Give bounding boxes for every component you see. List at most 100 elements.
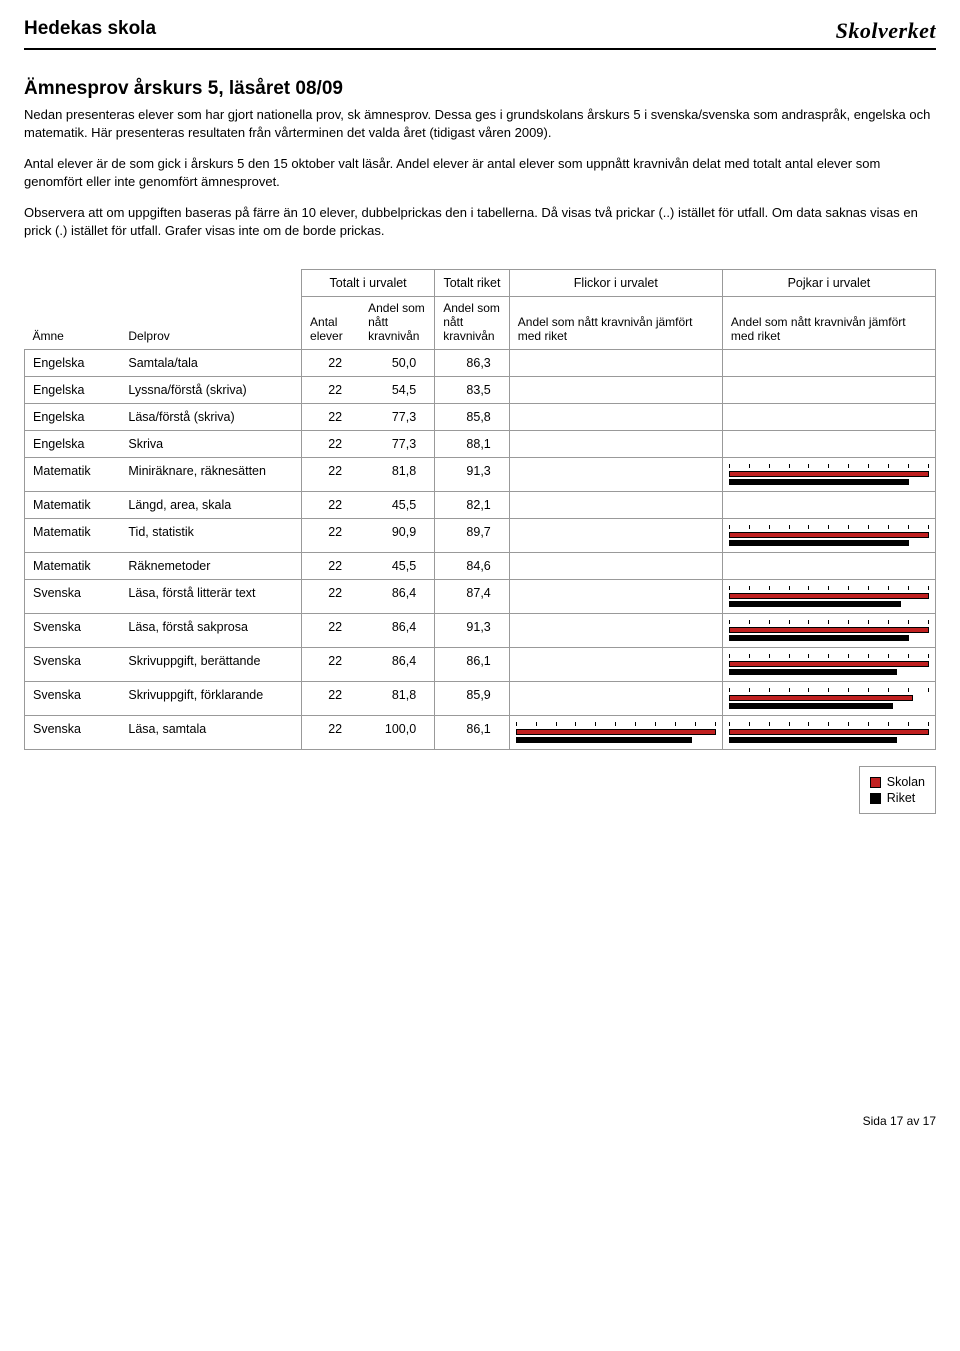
legend-skolan: Skolan bbox=[887, 775, 925, 789]
cell-andel-urval: 45,5 bbox=[360, 492, 435, 519]
cell-delprov: Lyssna/förstå (skriva) bbox=[120, 377, 301, 404]
cell-antal: 22 bbox=[302, 716, 361, 750]
table-row: Engelska Samtala/tala 22 50,0 86,3 bbox=[25, 350, 936, 377]
cell-andel-riket: 86,1 bbox=[435, 648, 510, 682]
cell-pojkar-chart bbox=[722, 553, 935, 580]
cell-delprov: Miniräknare, räknesätten bbox=[120, 458, 301, 492]
cell-amne: Svenska bbox=[25, 716, 121, 750]
cell-flickor-chart bbox=[509, 492, 722, 519]
cell-andel-riket: 91,3 bbox=[435, 458, 510, 492]
cell-andel-urval: 45,5 bbox=[360, 553, 435, 580]
cell-antal: 22 bbox=[302, 350, 361, 377]
cell-pojkar-chart bbox=[722, 404, 935, 431]
cell-andel-riket: 88,1 bbox=[435, 431, 510, 458]
table-row: Matematik Tid, statistik 22 90,9 89,7 bbox=[25, 519, 936, 553]
cell-pojkar-chart bbox=[722, 682, 935, 716]
cell-antal: 22 bbox=[302, 553, 361, 580]
cell-pojkar-chart bbox=[722, 580, 935, 614]
cell-andel-urval: 86,4 bbox=[360, 614, 435, 648]
cell-amne: Engelska bbox=[25, 431, 121, 458]
cell-andel-riket: 83,5 bbox=[435, 377, 510, 404]
page-header: Hedekas skola Skolverket bbox=[24, 18, 936, 50]
th-andel-urval: Andel som nått kravnivån bbox=[360, 297, 435, 350]
cell-andel-riket: 86,3 bbox=[435, 350, 510, 377]
cell-delprov: Läsa, förstå sakprosa bbox=[120, 614, 301, 648]
cell-flickor-chart bbox=[509, 648, 722, 682]
cell-delprov: Skrivuppgift, berättande bbox=[120, 648, 301, 682]
cell-pojkar-chart bbox=[722, 614, 935, 648]
cell-delprov: Längd, area, skala bbox=[120, 492, 301, 519]
cell-andel-urval: 54,5 bbox=[360, 377, 435, 404]
cell-andel-urval: 81,8 bbox=[360, 682, 435, 716]
cell-delprov: Läsa, samtala bbox=[120, 716, 301, 750]
cell-amne: Svenska bbox=[25, 580, 121, 614]
th-antal: Antal elever bbox=[302, 297, 361, 350]
cell-delprov: Läsa, förstå litterär text bbox=[120, 580, 301, 614]
intro-p1: Nedan presenteras elever som har gjort n… bbox=[24, 106, 936, 141]
cell-flickor-chart bbox=[509, 682, 722, 716]
cell-andel-riket: 85,9 bbox=[435, 682, 510, 716]
swatch-skolan bbox=[870, 777, 881, 788]
cell-andel-riket: 82,1 bbox=[435, 492, 510, 519]
cell-delprov: Skrivuppgift, förklarande bbox=[120, 682, 301, 716]
cell-flickor-chart bbox=[509, 431, 722, 458]
group-flickor: Flickor i urvalet bbox=[509, 270, 722, 297]
cell-andel-urval: 86,4 bbox=[360, 648, 435, 682]
cell-amne: Engelska bbox=[25, 350, 121, 377]
cell-andel-urval: 50,0 bbox=[360, 350, 435, 377]
table-row: Matematik Miniräknare, räknesätten 22 81… bbox=[25, 458, 936, 492]
cell-andel-riket: 86,1 bbox=[435, 716, 510, 750]
cell-andel-riket: 89,7 bbox=[435, 519, 510, 553]
cell-andel-urval: 77,3 bbox=[360, 404, 435, 431]
cell-antal: 22 bbox=[302, 377, 361, 404]
cell-andel-riket: 84,6 bbox=[435, 553, 510, 580]
table-row: Matematik Räknemetoder 22 45,5 84,6 bbox=[25, 553, 936, 580]
cell-pojkar-chart bbox=[722, 519, 935, 553]
table-row: Svenska Skrivuppgift, berättande 22 86,4… bbox=[25, 648, 936, 682]
cell-andel-riket: 87,4 bbox=[435, 580, 510, 614]
cell-andel-riket: 85,8 bbox=[435, 404, 510, 431]
cell-andel-urval: 86,4 bbox=[360, 580, 435, 614]
cell-antal: 22 bbox=[302, 580, 361, 614]
cell-pojkar-chart bbox=[722, 458, 935, 492]
intro-p2: Antal elever är de som gick i årskurs 5 … bbox=[24, 155, 936, 190]
cell-flickor-chart bbox=[509, 350, 722, 377]
cell-flickor-chart bbox=[509, 519, 722, 553]
table-row: Engelska Läsa/förstå (skriva) 22 77,3 85… bbox=[25, 404, 936, 431]
intro-p3: Observera att om uppgiften baseras på fä… bbox=[24, 204, 936, 239]
group-pojkar: Pojkar i urvalet bbox=[722, 270, 935, 297]
cell-amne: Svenska bbox=[25, 682, 121, 716]
cell-amne: Svenska bbox=[25, 614, 121, 648]
cell-pojkar-chart bbox=[722, 648, 935, 682]
cell-delprov: Räknemetoder bbox=[120, 553, 301, 580]
table-row: Svenska Läsa, samtala 22 100,0 86,1 bbox=[25, 716, 936, 750]
cell-flickor-chart bbox=[509, 580, 722, 614]
swatch-riket bbox=[870, 793, 881, 804]
cell-pojkar-chart bbox=[722, 716, 935, 750]
intro-text: Nedan presenteras elever som har gjort n… bbox=[24, 106, 936, 239]
group-totalt-riket: Totalt riket bbox=[435, 270, 510, 297]
cell-delprov: Samtala/tala bbox=[120, 350, 301, 377]
cell-andel-urval: 90,9 bbox=[360, 519, 435, 553]
page-title: Ämnesprov årskurs 5, läsåret 08/09 bbox=[24, 78, 936, 100]
cell-pojkar-chart bbox=[722, 377, 935, 404]
cell-antal: 22 bbox=[302, 519, 361, 553]
school-name: Hedekas skola bbox=[24, 18, 156, 40]
table-row: Engelska Skriva 22 77,3 88,1 bbox=[25, 431, 936, 458]
cell-pojkar-chart bbox=[722, 492, 935, 519]
results-table-wrap: Totalt i urvalet Totalt riket Flickor i … bbox=[24, 269, 936, 814]
cell-delprov: Skriva bbox=[120, 431, 301, 458]
cell-flickor-chart bbox=[509, 458, 722, 492]
cell-flickor-chart bbox=[509, 553, 722, 580]
cell-flickor-chart bbox=[509, 614, 722, 648]
cell-andel-urval: 100,0 bbox=[360, 716, 435, 750]
group-totalt-urvalet: Totalt i urvalet bbox=[302, 270, 435, 297]
cell-delprov: Läsa/förstå (skriva) bbox=[120, 404, 301, 431]
results-table: Totalt i urvalet Totalt riket Flickor i … bbox=[24, 269, 936, 750]
cell-antal: 22 bbox=[302, 648, 361, 682]
cell-andel-riket: 91,3 bbox=[435, 614, 510, 648]
page-footer: Sida 17 av 17 bbox=[24, 1114, 936, 1128]
cell-andel-urval: 81,8 bbox=[360, 458, 435, 492]
table-row: Svenska Skrivuppgift, förklarande 22 81,… bbox=[25, 682, 936, 716]
th-delprov: Delprov bbox=[120, 297, 301, 350]
